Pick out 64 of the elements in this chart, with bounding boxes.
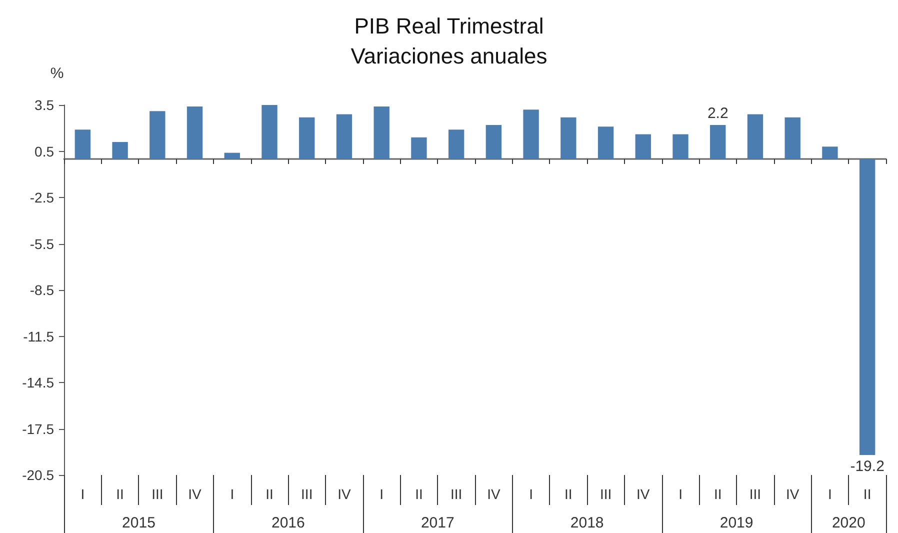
x-tick-label: II — [116, 486, 124, 502]
bar — [523, 110, 539, 159]
y-axis-title: % — [50, 65, 64, 82]
x-tick-label: IV — [487, 486, 501, 502]
text: 2018 — [570, 514, 604, 532]
y-tick-label: 3.5 — [34, 97, 54, 113]
x-tick-label: II — [564, 486, 572, 502]
x-tick-label: II — [415, 486, 423, 502]
x-tick-label: I — [80, 486, 85, 502]
bar — [224, 152, 240, 159]
bar — [336, 114, 352, 159]
bar — [411, 137, 427, 159]
x-tick-label: IV — [338, 486, 352, 502]
text: 2015 — [122, 514, 156, 532]
bar — [299, 117, 315, 159]
x-tick-label: III — [600, 486, 612, 502]
data-label: 2.2 — [707, 105, 728, 122]
x-tick-label: IV — [786, 486, 800, 502]
y-tick-label: -20.5 — [22, 467, 54, 483]
bar — [635, 134, 651, 159]
x-tick-label: III — [749, 486, 762, 502]
bar — [822, 146, 838, 159]
x-tick-label: I — [380, 486, 384, 502]
bar — [672, 134, 688, 159]
data-label: -19.2 — [850, 458, 884, 475]
bar — [186, 106, 203, 159]
bar — [150, 111, 166, 159]
bar — [112, 142, 128, 159]
bar — [784, 117, 800, 159]
bar — [374, 106, 390, 159]
y-tick-label: -14.5 — [22, 374, 54, 390]
x-tick-label: III — [301, 486, 313, 502]
bar — [859, 158, 876, 455]
x-tick-label: I — [230, 486, 234, 502]
y-tick-label: -8.5 — [30, 282, 54, 298]
y-tick-label: 0.5 — [34, 143, 54, 160]
chart-subtitle: Variaciones anuales — [350, 44, 548, 68]
x-tick-label: II — [863, 486, 872, 502]
y-tick-label: -2.5 — [30, 190, 54, 206]
bar — [598, 126, 614, 159]
bar — [74, 130, 91, 159]
x-tick-label: IV — [188, 486, 202, 502]
bar — [448, 130, 464, 159]
x-tick-label: IV — [636, 486, 650, 502]
chart-title: PIB Real Trimestral — [354, 14, 544, 38]
x-tick-label: I — [529, 486, 533, 502]
text: 2020 — [832, 514, 866, 532]
x-tick-label: II — [266, 486, 274, 502]
text: 2017 — [420, 514, 454, 532]
y-tick-label: -11.5 — [23, 328, 54, 344]
bar — [747, 114, 764, 159]
y-tick-label: -5.5 — [30, 236, 54, 252]
x-tick-label: II — [714, 486, 722, 502]
x-tick-label: III — [152, 486, 164, 502]
bar — [486, 125, 502, 159]
x-tick-label: I — [678, 486, 682, 502]
bar — [710, 125, 726, 159]
text: 2016 — [271, 514, 305, 532]
y-tick-label: -17.5 — [22, 420, 54, 437]
bar — [560, 117, 576, 159]
bar — [262, 105, 278, 159]
x-tick-label: III — [450, 486, 462, 502]
text: 2019 — [720, 514, 754, 532]
x-tick-label: I — [828, 486, 832, 502]
